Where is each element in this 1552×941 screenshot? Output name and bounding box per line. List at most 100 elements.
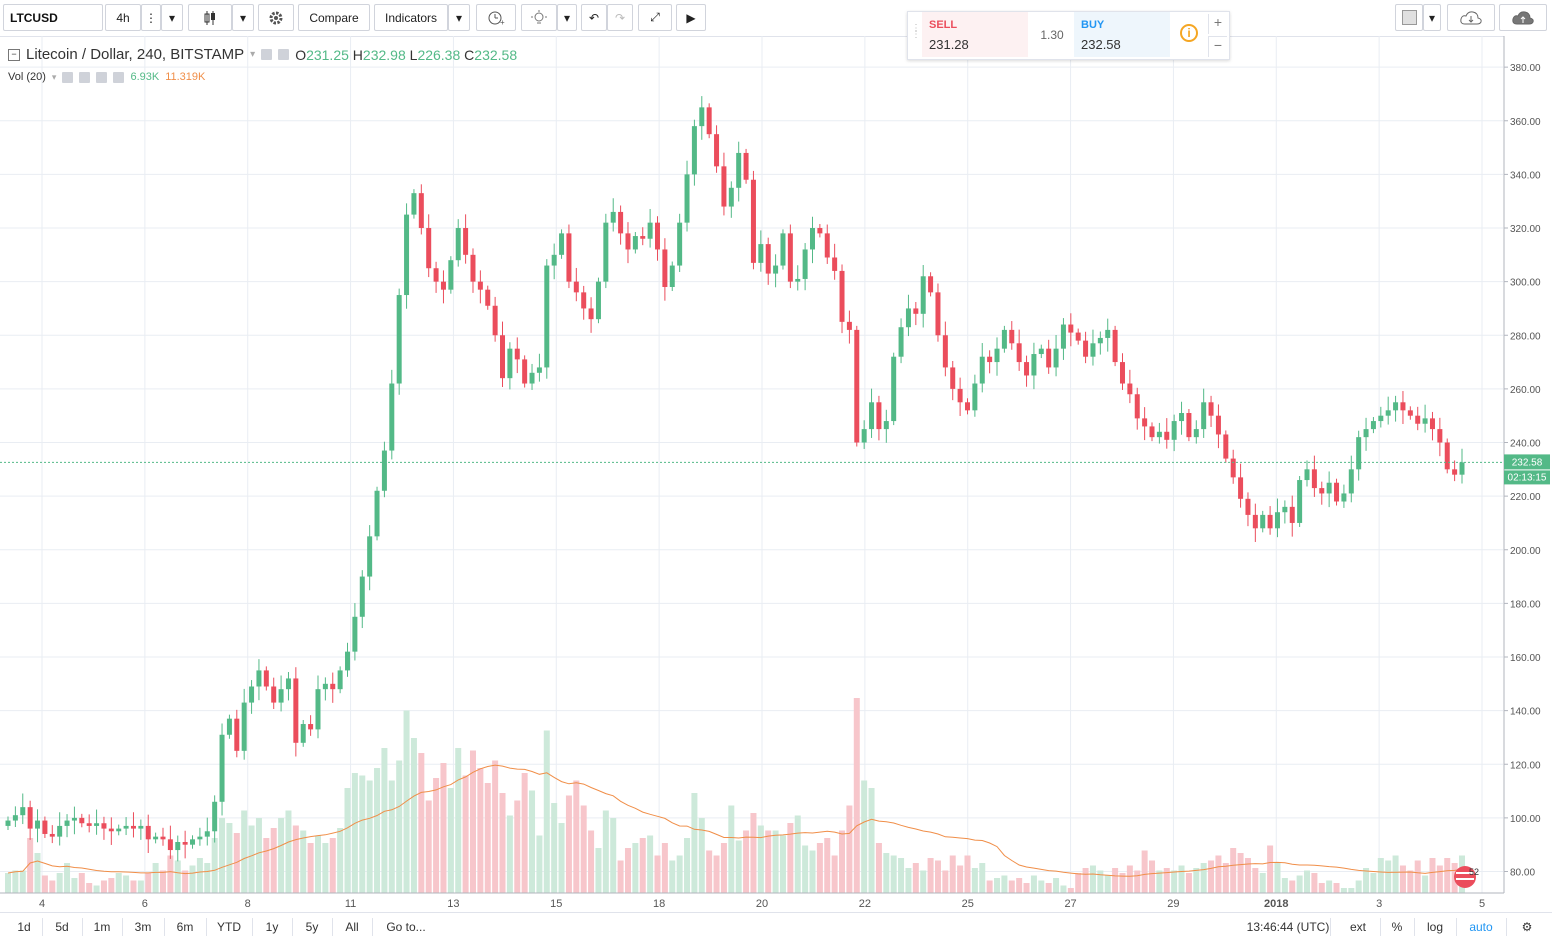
lightbulb-icon[interactable] [521,4,557,31]
last-price-label: 232.58 [1504,454,1550,470]
volume-bar [1193,868,1200,893]
candle-up [802,249,808,279]
volume-bar [56,873,63,893]
range-ytd[interactable]: YTD [206,918,253,936]
lightbulb-dropdown-icon[interactable]: ▾ [557,4,577,31]
layout-square-icon[interactable] [1395,4,1423,31]
volume-bar [986,880,993,893]
candle-down [817,228,823,234]
settings-gear-icon[interactable] [258,4,294,31]
candle-down [426,228,432,269]
cloud-download-icon[interactable] [1447,4,1495,31]
info-icon[interactable]: i [1180,24,1198,42]
title-dropdown-icon[interactable]: ▾ [250,49,256,60]
range-1m[interactable]: 1m [82,918,123,936]
h-label: H [352,46,363,63]
collapse-legend-icon[interactable]: − [8,48,20,61]
time-tick-label: 6 [142,898,148,910]
settings-small-icon[interactable] [278,49,290,60]
volume-bar [1053,878,1060,893]
volume-bar [898,858,905,893]
range-6m[interactable]: 6m [164,918,207,936]
candle-down [167,839,173,851]
undo-icon[interactable]: ↶ [581,4,607,31]
volume-bar [824,838,831,893]
volume-bar [1141,850,1148,893]
volume-bar [86,883,93,893]
candle-up [116,828,122,832]
sell-button[interactable]: SELL 231.28 [922,12,1028,57]
ext-toggle[interactable]: ext [1336,918,1381,936]
log-toggle[interactable]: log [1414,918,1457,936]
range-5d[interactable]: 5d [42,918,83,936]
buy-button[interactable]: BUY 232.58 [1074,12,1170,57]
fullscreen-icon[interactable]: ⤢ [638,4,672,31]
chart-style-dropdown-icon[interactable]: ▾ [232,4,254,31]
goto-button[interactable]: Go to... [386,920,426,934]
zoom-in-icon[interactable]: + [1208,14,1227,34]
alert-clock-icon[interactable]: + [476,4,516,31]
candle-down [721,166,727,207]
candle-down [1415,415,1421,424]
volume-ma-line [7,764,1463,877]
time-axis[interactable]: 4 6 8 11 13 15 18 20 22 25 27 29 2018 3 5 [0,892,1504,912]
more-intervals-icon[interactable]: ⋮ [141,4,161,31]
range-1y[interactable]: 1y [252,918,293,936]
candle-up [544,265,550,368]
candle-up [20,807,26,816]
volume-bar [816,843,823,893]
replay-play-icon[interactable]: ▶ [676,4,706,31]
candle-down [86,823,92,826]
volume-bar [307,843,314,893]
symbol-search-input[interactable]: LTCUSD [3,4,103,31]
indicators-button[interactable]: Indicators [374,4,448,31]
volume-bar [720,843,727,893]
candle-down [913,308,919,314]
volume-bar [484,783,491,893]
indicators-dropdown-icon[interactable]: ▾ [448,4,470,31]
volume-bar [639,838,646,893]
volume-bar [624,848,631,893]
candle-up [684,174,690,223]
vol-add-icon[interactable] [96,71,108,83]
zoom-out-icon[interactable]: − [1208,36,1227,57]
range-all[interactable]: All [332,918,373,936]
candle-up [5,820,11,826]
vol-eye-icon[interactable] [62,71,74,83]
vol-dropdown-icon[interactable]: ▾ [51,71,57,82]
volume-bar [521,773,528,893]
percent-toggle[interactable]: % [1380,918,1415,936]
layout-dropdown-icon[interactable]: ▾ [1423,4,1441,31]
volume-bar [750,813,757,893]
drag-handle-icon[interactable]: ⋮ ⋮ [911,23,921,40]
candle-up [891,356,897,422]
vol-settings-icon[interactable] [79,71,91,83]
cloud-upload-icon[interactable] [1499,4,1547,31]
candle-up [226,718,232,735]
candle-down [1075,332,1081,341]
candle-up [1304,469,1310,481]
volume-bar [1429,858,1436,893]
volume-bar [691,793,698,893]
interval-dropdown-icon[interactable]: ▾ [161,4,183,31]
range-3m[interactable]: 3m [122,918,165,936]
candle-down [1334,482,1340,502]
scale-settings-gear-icon[interactable]: ⚙ [1521,920,1533,934]
range-5y[interactable]: 5y [292,918,333,936]
l-label: L [409,46,418,63]
candle-down [160,836,166,840]
clock-time[interactable]: 13:46:44 (UTC) [1246,918,1331,936]
candle-up [219,734,225,802]
compare-button[interactable]: Compare [298,4,370,31]
range-1d[interactable]: 1d [6,918,43,936]
eye-icon[interactable] [261,49,273,60]
redo-icon[interactable]: ↷ [607,4,633,31]
price-chart[interactable]: 80.00 100.00 120.00 140.00 160.00 180.00 200.0… [0,36,1552,912]
chart-legend: − Litecoin / Dollar, 240, BITSTAMP ▾ O23… [8,46,517,63]
candle-down [1208,402,1214,416]
auto-toggle[interactable]: auto [1456,918,1507,936]
chart-style-button[interactable] [188,4,232,31]
vol-close-icon[interactable] [113,71,125,83]
volume-bar [388,780,395,893]
interval-button[interactable]: 4h [105,4,141,31]
